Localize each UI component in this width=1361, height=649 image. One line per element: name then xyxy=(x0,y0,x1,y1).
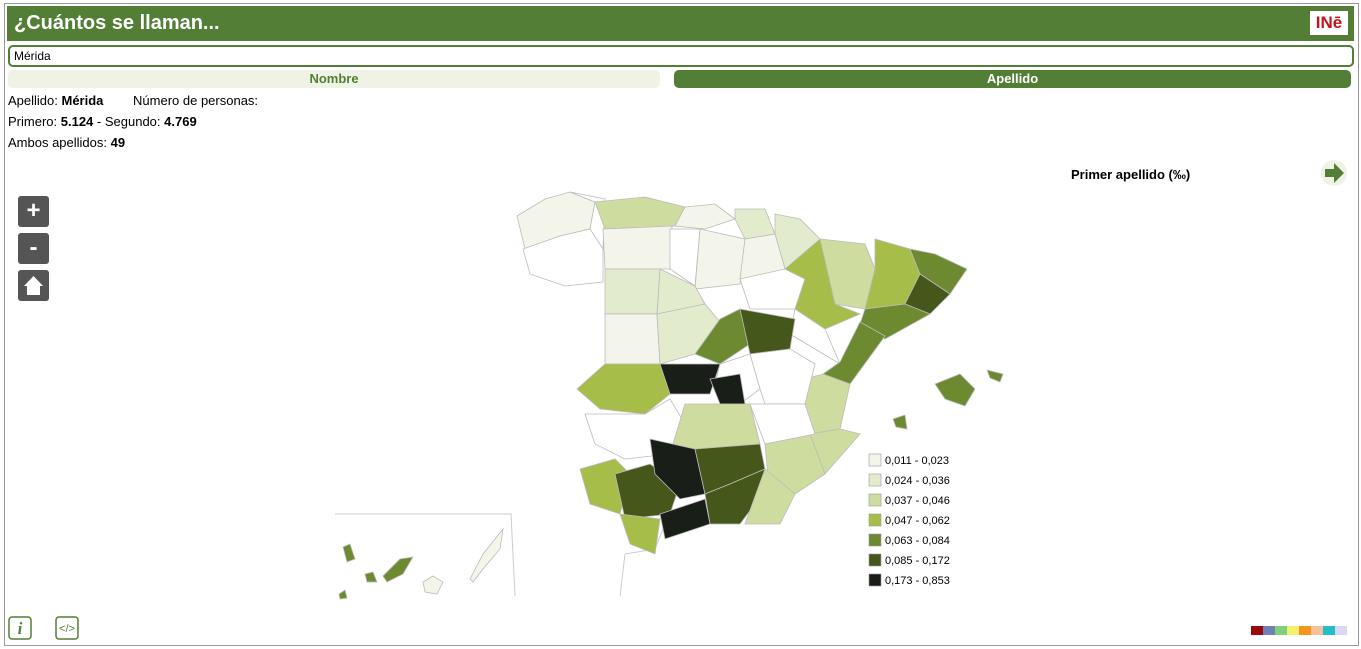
label: Primero: xyxy=(8,114,58,129)
legend-label: 0,173 - 0,853 xyxy=(885,575,950,587)
province xyxy=(659,498,711,540)
value: 4.769 xyxy=(164,114,197,129)
province xyxy=(659,363,721,395)
zoom-in[interactable]: + xyxy=(18,196,49,227)
legend-swatch xyxy=(868,493,882,507)
province xyxy=(784,238,862,330)
legend-label: 0,063 - 0,084 xyxy=(885,535,950,547)
province xyxy=(694,228,746,290)
province xyxy=(934,373,976,407)
svg-text:i: i xyxy=(18,619,23,638)
province xyxy=(709,373,746,405)
title: ¿Cuántos se llaman... xyxy=(14,12,220,34)
province xyxy=(342,543,356,563)
zoom-out[interactable]: - xyxy=(18,233,49,264)
province xyxy=(576,363,671,415)
province xyxy=(734,208,776,240)
province xyxy=(382,556,414,583)
tab[interactable]: Nombre xyxy=(8,70,660,88)
app: ¿Cuántos se llaman... INē Mérida Nombre … xyxy=(4,3,1359,646)
label: - Segundo: xyxy=(96,114,161,129)
province xyxy=(522,228,604,287)
province xyxy=(602,225,673,270)
legend-label: 0,037 - 0,046 xyxy=(885,495,950,507)
province xyxy=(422,575,444,595)
logo[interactable]: INē xyxy=(1310,11,1348,35)
map-title: Primer apellido (‰) xyxy=(1071,167,1190,182)
info-line: Apellido: Mérida Número de personas: xyxy=(8,93,258,108)
legend-swatch xyxy=(868,473,882,487)
inset-frames xyxy=(335,513,666,597)
legend-label: 0,047 - 0,062 xyxy=(885,515,950,527)
province xyxy=(649,438,706,500)
info-line: Ambos apellidos: 49 xyxy=(8,135,125,150)
province xyxy=(619,513,661,555)
province xyxy=(694,308,751,365)
province xyxy=(604,268,661,315)
svg-text:</>: </> xyxy=(59,623,75,635)
map: Primer apellido (‰) 0,011 - 0,023 0,024 -… xyxy=(8,160,1347,640)
legend-swatch xyxy=(868,513,882,527)
legend-label: 0,011 - 0,023 xyxy=(885,455,949,467)
province xyxy=(744,468,796,525)
tab[interactable]: Apellido xyxy=(674,70,1351,88)
palette-swatches[interactable] xyxy=(1251,626,1347,635)
province xyxy=(338,589,348,600)
next-button[interactable] xyxy=(1321,160,1347,186)
home-button[interactable] xyxy=(18,270,49,301)
legend-swatch xyxy=(868,453,882,467)
value: Mérida xyxy=(61,93,104,108)
legend-swatch xyxy=(868,573,882,587)
province xyxy=(909,248,968,295)
legend-label: 0,024 - 0,036 xyxy=(885,475,950,487)
province xyxy=(892,414,908,430)
provinces xyxy=(338,191,1004,600)
value: 5.124 xyxy=(60,114,94,129)
province xyxy=(986,369,1004,383)
province xyxy=(604,313,661,365)
province xyxy=(674,203,736,230)
search-input[interactable]: Mérida xyxy=(8,45,1354,67)
legend: 0,011 - 0,023 0,024 - 0,036 0,037 - 0,046 0… xyxy=(868,453,950,587)
info-button[interactable]: i xyxy=(8,616,32,640)
province xyxy=(749,348,816,405)
province xyxy=(739,308,796,355)
label: Apellido: xyxy=(8,93,58,108)
legend-label: 0,085 - 0,172 xyxy=(885,555,950,567)
province xyxy=(594,196,686,230)
home-icon xyxy=(24,276,43,295)
label: Número de personas: xyxy=(133,93,259,108)
province xyxy=(469,527,504,583)
province xyxy=(749,403,816,445)
value: 49 xyxy=(110,135,126,150)
embed-button[interactable]: </> xyxy=(55,616,79,640)
legend-swatch xyxy=(868,533,882,547)
province xyxy=(859,303,931,340)
legend-swatch xyxy=(868,553,882,567)
info-line: Primero: 5.124 - Segundo: 4.769 xyxy=(8,114,197,129)
header: ¿Cuántos se llaman... INē xyxy=(7,6,1354,41)
label: Ambos apellidos: xyxy=(8,135,107,150)
province xyxy=(364,571,378,583)
